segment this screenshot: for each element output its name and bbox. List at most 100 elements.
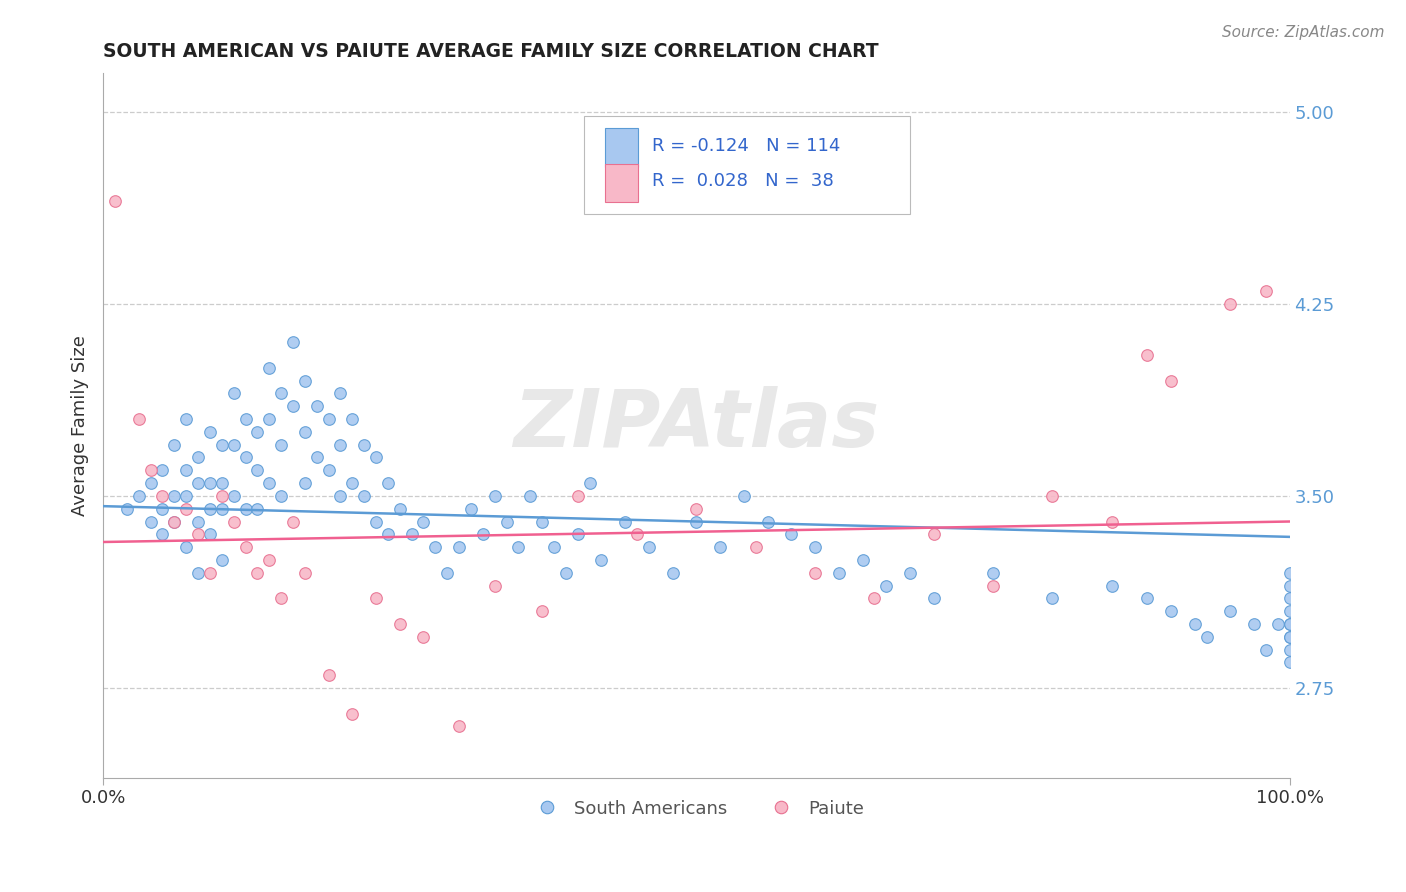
Point — [246, 566, 269, 580]
Point — [305, 450, 328, 465]
Point — [1278, 656, 1301, 670]
Point — [401, 527, 423, 541]
Point — [626, 527, 648, 541]
Text: Source: ZipAtlas.com: Source: ZipAtlas.com — [1222, 25, 1385, 40]
Point — [460, 501, 482, 516]
Point — [294, 425, 316, 439]
Point — [270, 386, 292, 401]
Point — [449, 719, 471, 733]
Point — [1278, 604, 1301, 618]
Point — [1278, 616, 1301, 631]
Point — [174, 501, 197, 516]
Point — [519, 489, 541, 503]
Point — [211, 553, 233, 567]
Point — [1243, 616, 1265, 631]
Point — [578, 476, 600, 491]
Point — [388, 616, 411, 631]
Point — [222, 438, 245, 452]
Point — [780, 527, 803, 541]
Point — [1136, 348, 1159, 362]
Point — [804, 566, 827, 580]
Point — [1254, 284, 1277, 298]
Point — [235, 501, 257, 516]
Point — [329, 438, 352, 452]
Point — [981, 566, 1004, 580]
FancyBboxPatch shape — [605, 128, 638, 167]
Point — [1278, 630, 1301, 644]
Point — [270, 489, 292, 503]
Point — [756, 515, 779, 529]
Point — [484, 578, 506, 592]
Point — [449, 540, 471, 554]
Point — [638, 540, 661, 554]
Point — [235, 412, 257, 426]
Point — [329, 386, 352, 401]
Point — [187, 527, 209, 541]
Point — [1219, 604, 1241, 618]
Point — [898, 566, 921, 580]
Point — [863, 591, 886, 606]
Point — [152, 463, 174, 477]
Point — [187, 515, 209, 529]
Point — [329, 489, 352, 503]
Point — [733, 489, 755, 503]
Point — [1136, 591, 1159, 606]
Point — [198, 501, 221, 516]
Point — [139, 476, 162, 491]
Text: SOUTH AMERICAN VS PAIUTE AVERAGE FAMILY SIZE CORRELATION CHART: SOUTH AMERICAN VS PAIUTE AVERAGE FAMILY … — [103, 42, 879, 61]
Text: R = -0.124   N = 114: R = -0.124 N = 114 — [652, 137, 841, 155]
Point — [104, 194, 127, 209]
Point — [270, 591, 292, 606]
Point — [257, 360, 280, 375]
FancyBboxPatch shape — [605, 163, 638, 202]
Point — [235, 450, 257, 465]
Point — [294, 374, 316, 388]
Point — [875, 578, 897, 592]
Point — [174, 540, 197, 554]
Point — [412, 515, 434, 529]
Point — [198, 566, 221, 580]
Point — [211, 501, 233, 516]
Point — [163, 515, 186, 529]
Point — [1219, 297, 1241, 311]
Point — [1267, 616, 1289, 631]
Point — [828, 566, 851, 580]
FancyBboxPatch shape — [583, 116, 910, 214]
Point — [471, 527, 494, 541]
Point — [495, 515, 517, 529]
Point — [981, 578, 1004, 592]
Point — [246, 501, 269, 516]
Point — [294, 476, 316, 491]
Point — [235, 540, 257, 554]
Point — [294, 566, 316, 580]
Point — [211, 438, 233, 452]
Point — [851, 553, 873, 567]
Point — [187, 566, 209, 580]
Point — [342, 476, 364, 491]
Point — [364, 515, 387, 529]
Point — [804, 540, 827, 554]
Point — [342, 706, 364, 721]
Point — [152, 489, 174, 503]
Point — [318, 412, 340, 426]
Point — [436, 566, 458, 580]
Point — [281, 515, 304, 529]
Point — [246, 463, 269, 477]
Point — [1254, 642, 1277, 657]
Point — [222, 386, 245, 401]
Point — [1160, 604, 1182, 618]
Point — [174, 412, 197, 426]
Point — [281, 399, 304, 413]
Point — [318, 463, 340, 477]
Point — [1278, 566, 1301, 580]
Point — [661, 566, 683, 580]
Point — [1101, 515, 1123, 529]
Point — [115, 501, 138, 516]
Point — [1040, 591, 1063, 606]
Point — [364, 591, 387, 606]
Point — [211, 476, 233, 491]
Point — [364, 450, 387, 465]
Point — [246, 425, 269, 439]
Point — [222, 515, 245, 529]
Point — [1278, 591, 1301, 606]
